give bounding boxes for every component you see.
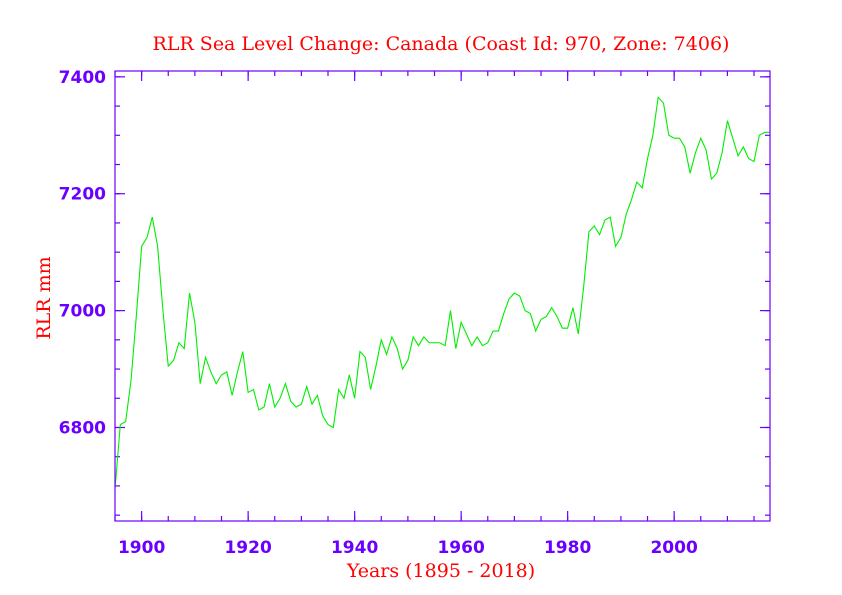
x-axis-label: Years (1895 - 2018) xyxy=(346,560,535,582)
series-line-rlr xyxy=(114,96,770,489)
x-tick-label: 1960 xyxy=(437,538,484,558)
plot-frame xyxy=(114,70,771,522)
x-major-ticks xyxy=(141,71,675,521)
y-minor-ticks xyxy=(115,76,770,516)
x-tick-label: 2000 xyxy=(650,538,697,558)
y-tick-label: 7000 xyxy=(59,302,106,322)
x-tick-label: 1920 xyxy=(224,538,271,558)
x-minor-ticks xyxy=(114,71,755,521)
y-tick-labels: 6800 7000 7200 7400 xyxy=(59,68,106,439)
y-tick-label: 7400 xyxy=(59,68,106,88)
y-tick-label: 6800 xyxy=(59,418,106,438)
x-tick-labels: 1900 1920 1940 1960 1980 2000 xyxy=(118,538,698,558)
x-tick-label: 1980 xyxy=(544,538,591,558)
y-major-ticks xyxy=(115,76,770,429)
x-tick-label: 1900 xyxy=(118,538,165,558)
chart-title: RLR Sea Level Change: Canada (Coast Id: … xyxy=(153,33,730,55)
y-axis-label: RLR mm xyxy=(33,256,55,339)
x-tick-label: 1940 xyxy=(331,538,378,558)
y-tick-label: 7200 xyxy=(59,185,106,205)
